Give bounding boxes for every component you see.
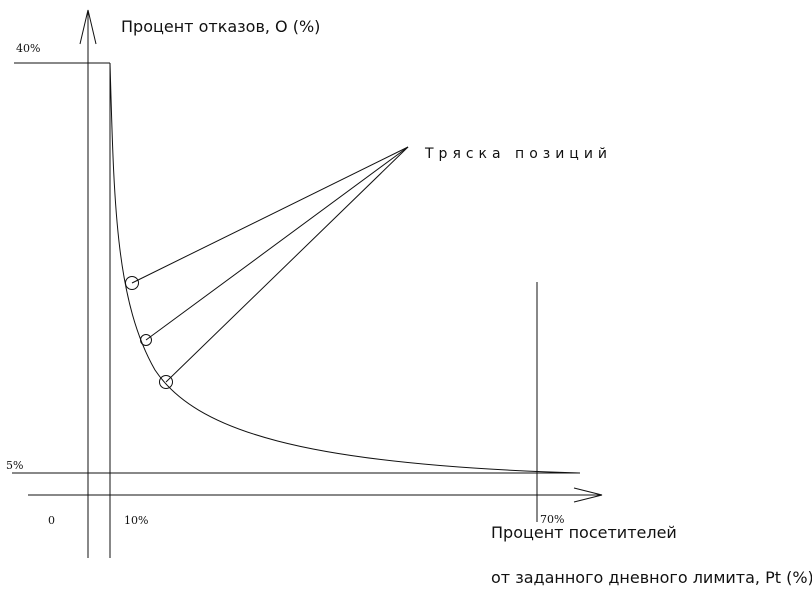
refusal-curve xyxy=(109,62,581,474)
highlight-point-3 xyxy=(159,375,173,389)
highlight-point-2 xyxy=(140,334,152,346)
pointer-line-2 xyxy=(145,146,409,341)
tick-label-x-70: 70% xyxy=(540,513,564,526)
x-axis-arrowhead xyxy=(573,487,603,503)
tick-label-y-5: 5% xyxy=(6,459,23,472)
x-axis-label-line2: от заданного дневного лимита, Pt (%) xyxy=(491,568,812,587)
pointer-line-1 xyxy=(131,146,409,284)
tick-label-y-40: 40% xyxy=(16,42,40,55)
tick-label-origin: 0 xyxy=(48,514,55,527)
y-axis-label: Процент отказов, О (%) xyxy=(121,17,320,36)
highlight-point-1 xyxy=(125,276,139,290)
x-axis-label-line1: Процент посетителей xyxy=(491,523,677,542)
annotation-label: Тряска позиций xyxy=(424,146,612,162)
tick-label-x-10: 10% xyxy=(124,514,148,527)
y-axis-arrowhead xyxy=(79,9,97,45)
pointer-line-3 xyxy=(165,146,409,383)
